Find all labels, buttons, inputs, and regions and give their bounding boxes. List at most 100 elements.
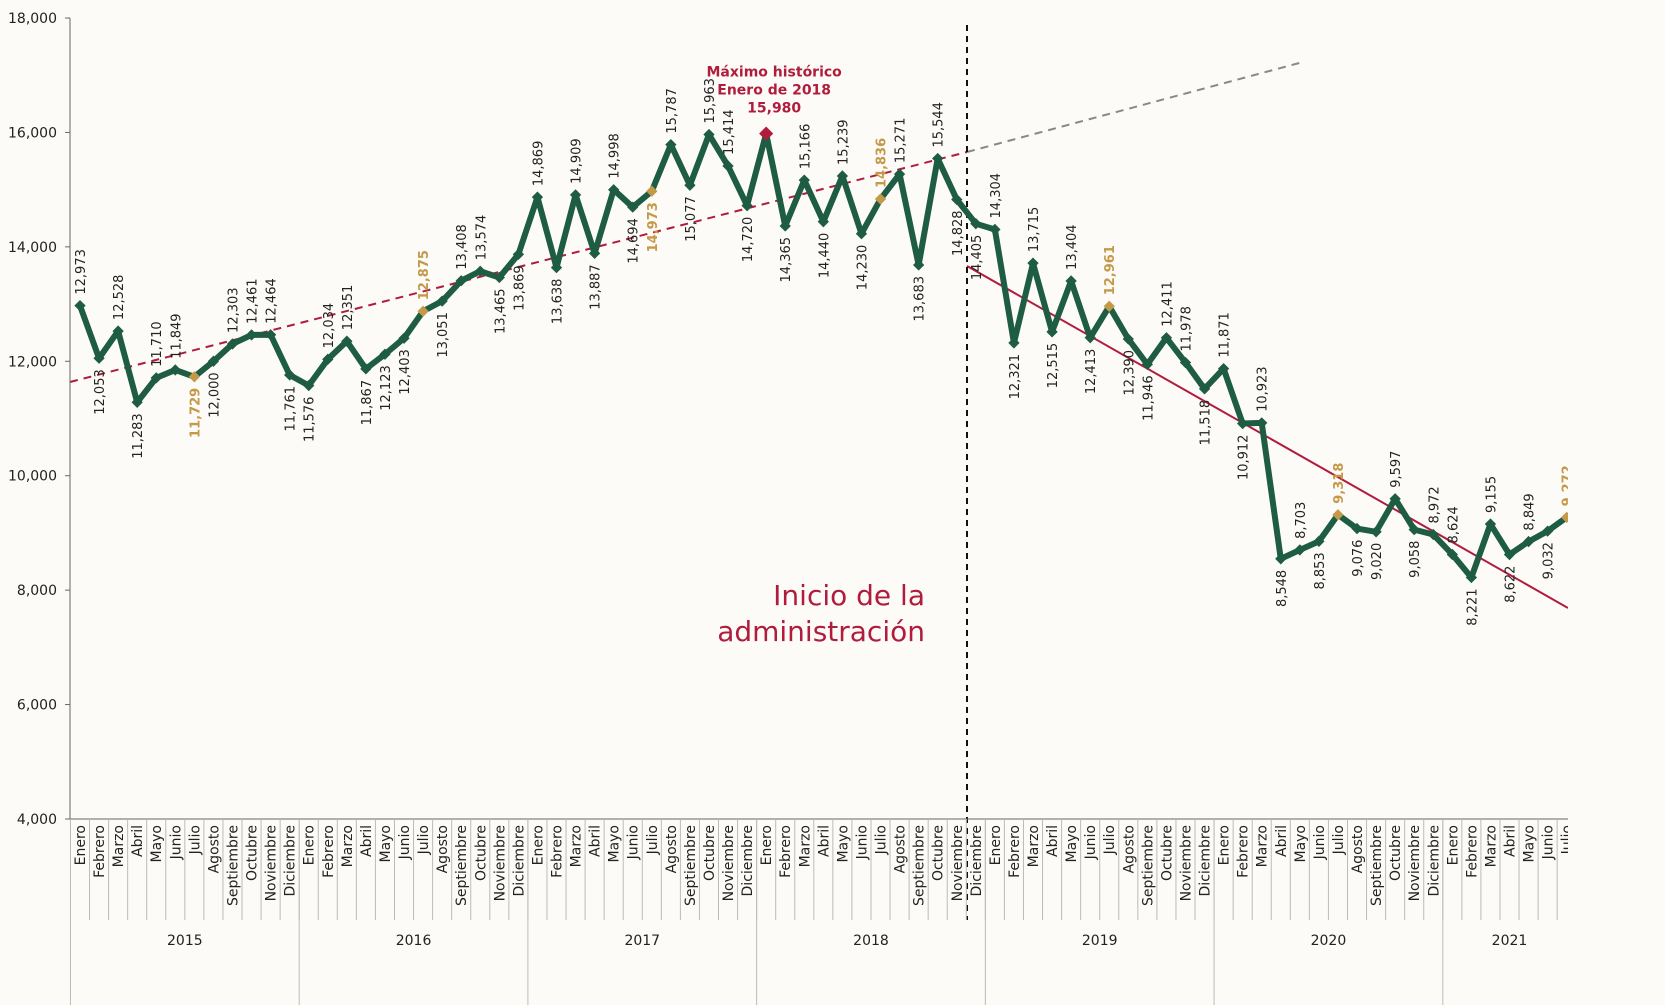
x-tick-label: Agosto xyxy=(206,825,222,873)
x-tick-label: Julio xyxy=(187,825,203,855)
data-point xyxy=(893,168,906,180)
value-label: 15,166 xyxy=(798,124,813,170)
data-point xyxy=(1370,526,1382,538)
data-point xyxy=(665,138,677,151)
year-label: 2017 xyxy=(624,933,660,949)
x-tick-label: Abril xyxy=(1503,825,1519,857)
y-tick-label: 8,000 xyxy=(17,583,57,599)
value-label: 11,946 xyxy=(1141,375,1156,421)
data-point xyxy=(703,128,715,141)
value-label: 14,869 xyxy=(531,141,546,187)
data-point xyxy=(341,335,353,347)
x-tick-label: Diciembre xyxy=(283,825,299,896)
x-tick-label: Diciembre xyxy=(511,825,527,896)
annotation: Inicio de la xyxy=(773,579,925,612)
value-label: 12,000 xyxy=(207,372,222,418)
x-tick-label: Mayo xyxy=(1064,825,1080,863)
value-label: 13,465 xyxy=(493,288,508,334)
x-tick-label: Abril xyxy=(1274,825,1290,857)
data-point xyxy=(1313,535,1325,547)
x-tick-label: Junio xyxy=(397,825,413,860)
value-label: 14,836 xyxy=(875,138,890,188)
x-tick-label: Mayo xyxy=(607,825,623,863)
value-label: 14,440 xyxy=(817,233,832,279)
year-label: 2019 xyxy=(1082,933,1118,949)
value-label: 8,849 xyxy=(1523,493,1538,530)
x-tick-label: Agosto xyxy=(1350,825,1366,873)
x-tick-label: Septiembre xyxy=(912,825,928,906)
value-label: 12,515 xyxy=(1046,343,1061,389)
data-point xyxy=(455,275,467,287)
data-point xyxy=(1027,257,1039,269)
value-label: 15,963 xyxy=(703,78,718,124)
x-tick-label: Febrero xyxy=(778,825,794,878)
x-tick-label: Julio xyxy=(416,825,432,855)
year-label: 2021 xyxy=(1492,933,1528,949)
x-tick-label: Julio xyxy=(1102,825,1118,855)
data-point xyxy=(493,271,505,284)
y-tick-label: 12,000 xyxy=(8,354,57,370)
value-label: 11,710 xyxy=(150,321,165,367)
data-point xyxy=(1408,523,1420,536)
data-point xyxy=(741,200,753,212)
data-point xyxy=(855,228,868,240)
value-label: 13,404 xyxy=(1065,224,1080,270)
x-tick-label: Abril xyxy=(588,825,604,857)
x-tick-label: Julio xyxy=(1560,825,1576,855)
value-label: 8,221 xyxy=(1465,588,1480,625)
year-label: 2018 xyxy=(853,933,889,949)
value-label: 11,576 xyxy=(303,397,318,443)
x-tick-label: Febrero xyxy=(1007,825,1023,878)
data-point xyxy=(188,371,201,383)
value-label: 14,694 xyxy=(627,218,642,264)
value-label: 13,574 xyxy=(474,215,489,261)
value-label: 14,998 xyxy=(608,133,623,179)
x-tick-label: Febrero xyxy=(321,825,337,878)
x-tick-label: Enero xyxy=(759,825,775,865)
x-tick-label: Mayo xyxy=(1293,825,1309,863)
value-label: 12,123 xyxy=(379,365,394,411)
data-point xyxy=(1465,571,1478,584)
value-label: 12,461 xyxy=(246,278,261,324)
x-tick-label: Febrero xyxy=(1236,825,1252,878)
value-label: 11,871 xyxy=(1218,312,1233,358)
x-tick-label: Noviembre xyxy=(1178,825,1194,901)
x-tick-label: Abril xyxy=(359,825,375,857)
data-point xyxy=(1484,518,1497,530)
value-label: 12,875 xyxy=(417,250,432,300)
value-label: 11,283 xyxy=(131,413,146,459)
data-point xyxy=(912,259,925,271)
value-label: 13,869 xyxy=(512,265,527,311)
value-label: 11,849 xyxy=(169,313,184,359)
x-tick-label: Junio xyxy=(1312,825,1328,860)
value-label: 12,411 xyxy=(1160,281,1175,327)
value-label: 15,271 xyxy=(894,118,909,164)
value-label: 14,720 xyxy=(741,217,756,262)
x-tick-label: Noviembre xyxy=(264,825,280,901)
data-point xyxy=(131,396,143,408)
data-point xyxy=(759,126,774,141)
year-label: 2015 xyxy=(167,933,203,949)
x-tick-label: Octubre xyxy=(1159,825,1175,881)
x-tick-label: Enero xyxy=(73,825,89,865)
x-tick-label: Diciembre xyxy=(969,825,985,896)
value-label: 14,405 xyxy=(970,235,985,281)
data-point xyxy=(379,348,391,360)
value-label: 9,076 xyxy=(1351,540,1366,577)
x-tick-label: Junio xyxy=(1083,825,1099,860)
data-point xyxy=(1561,511,1568,524)
x-tick-label: Julio xyxy=(645,825,661,855)
data-point xyxy=(608,184,620,196)
x-tick-label: Mayo xyxy=(149,825,165,863)
data-point xyxy=(1141,358,1154,371)
data-point xyxy=(627,201,639,213)
trend-before xyxy=(69,151,968,383)
data-point xyxy=(303,379,315,392)
x-tick-label: Noviembre xyxy=(950,825,966,901)
x-tick-label: Marzo xyxy=(1255,825,1271,867)
x-tick-label: Diciembre xyxy=(1198,825,1214,896)
value-label: 8,624 xyxy=(1446,506,1461,543)
x-tick-label: Octubre xyxy=(245,825,261,881)
value-label: 12,351 xyxy=(341,285,356,331)
